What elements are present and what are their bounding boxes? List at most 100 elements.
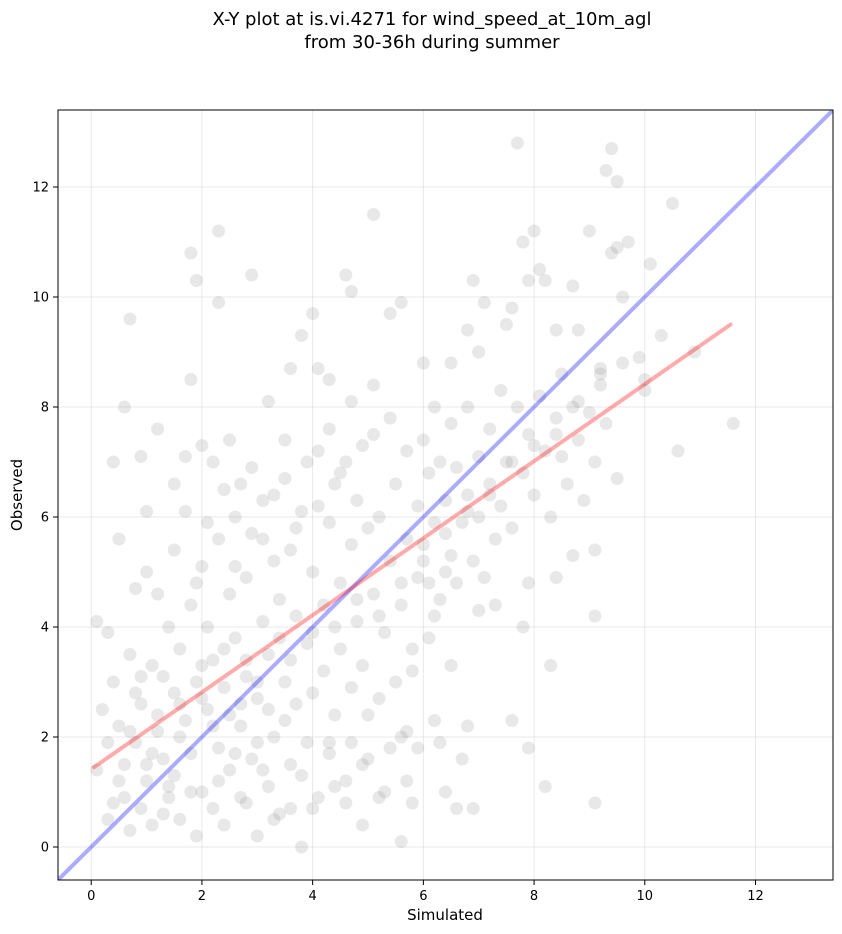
- x-tick-label: 12: [747, 889, 764, 904]
- scatter-point: [112, 719, 126, 733]
- scatter-point: [416, 356, 430, 370]
- scatter-point: [178, 450, 192, 463]
- scatter-point: [284, 362, 297, 375]
- y-tick-label: 0: [41, 841, 49, 856]
- scatter-point: [566, 400, 580, 414]
- scatter-point: [344, 736, 358, 749]
- scatter-point: [411, 499, 425, 513]
- scatter-point: [560, 477, 574, 491]
- scatter-point: [223, 708, 237, 722]
- scatter-point: [533, 389, 547, 403]
- scatter-point: [223, 433, 237, 447]
- scatter-point: [134, 450, 148, 463]
- x-tick-label: 10: [637, 889, 654, 904]
- scatter-point: [400, 444, 414, 458]
- scatter-point: [217, 681, 231, 694]
- scatter-point: [411, 571, 425, 584]
- chart-subtitle: from 30-36h during summer: [304, 32, 560, 53]
- scatter-point: [239, 796, 253, 810]
- scatter-point: [189, 576, 203, 590]
- scatter-point: [383, 554, 397, 568]
- scatter-point: [383, 741, 397, 755]
- scatter-point: [212, 741, 226, 755]
- scatter-point: [416, 554, 430, 568]
- scatter-point: [367, 208, 381, 221]
- scatter-point: [267, 554, 281, 568]
- scatter-point: [416, 538, 430, 551]
- scatter-point: [616, 356, 630, 370]
- scatter-point: [439, 527, 452, 540]
- scatter-point: [444, 659, 458, 672]
- scatter-point: [505, 521, 519, 535]
- scatter-point: [272, 631, 286, 645]
- plot-frame: [57, 109, 834, 881]
- scatter-point: [355, 758, 369, 771]
- scatter-point: [638, 373, 652, 386]
- x-tick-label: 0: [87, 889, 95, 904]
- scatter-point: [184, 373, 198, 386]
- scatter-point: [256, 763, 270, 777]
- scatter-point: [527, 488, 541, 502]
- scatter-point: [571, 395, 585, 408]
- scatter-point: [212, 774, 226, 788]
- scatter-point: [129, 686, 142, 700]
- scatter-point: [361, 521, 375, 535]
- scatter-point: [245, 268, 259, 282]
- scatter-point: [333, 466, 347, 480]
- scatter-point: [433, 455, 447, 469]
- scatter-point: [610, 241, 624, 254]
- scatter-point: [206, 802, 220, 815]
- scatter-point: [167, 769, 181, 782]
- scatter-point: [350, 494, 364, 507]
- scatter-point: [189, 675, 203, 689]
- scatter-point: [483, 488, 497, 502]
- scatter-point: [378, 626, 392, 639]
- scatter-point: [239, 653, 253, 667]
- scatter-point: [256, 532, 270, 546]
- scatter-point: [339, 796, 353, 810]
- scatter-point: [544, 510, 558, 524]
- scatter-point: [112, 532, 126, 546]
- scatter-point: [461, 719, 475, 733]
- scatter-point: [455, 516, 469, 529]
- scatter-point: [344, 395, 358, 408]
- scatter-point: [394, 296, 408, 309]
- scatter-point: [416, 433, 430, 447]
- scatter-point: [311, 444, 325, 458]
- scatter-point: [278, 675, 292, 689]
- scatter-point: [372, 692, 386, 705]
- scatter-point: [184, 747, 198, 760]
- scatter-point: [461, 488, 475, 502]
- scatter-point: [295, 505, 309, 518]
- data-points: [90, 136, 740, 854]
- scatter-point: [106, 675, 120, 689]
- scatter-point: [151, 725, 165, 738]
- scatter-point: [234, 697, 248, 711]
- scatter-point: [599, 164, 613, 177]
- scatter-point: [671, 444, 685, 458]
- y-tick-label: 2: [41, 731, 49, 746]
- scatter-point: [400, 774, 414, 788]
- scatter-point: [284, 802, 297, 815]
- scatter-point: [555, 450, 569, 463]
- x-axis-label: Simulated: [407, 906, 483, 924]
- scatter-point: [505, 714, 519, 727]
- scatter-point: [178, 714, 192, 727]
- scatter-point: [688, 345, 702, 359]
- scatter-point: [538, 274, 552, 287]
- scatter-point: [306, 802, 320, 815]
- scatter-point: [588, 796, 602, 810]
- scatter-point: [494, 384, 508, 397]
- scatter-point: [156, 752, 170, 766]
- scatter-point: [306, 686, 320, 700]
- scatter-point: [549, 411, 563, 425]
- grid-lines: [58, 110, 833, 880]
- scatter-point: [289, 697, 303, 711]
- scatter-point: [472, 604, 486, 617]
- scatter-point: [284, 758, 297, 771]
- scatter-point: [522, 576, 536, 590]
- scatter-point: [367, 378, 381, 392]
- scatter-point: [123, 648, 137, 661]
- scatter-point: [549, 428, 563, 441]
- scatter-point: [167, 686, 181, 700]
